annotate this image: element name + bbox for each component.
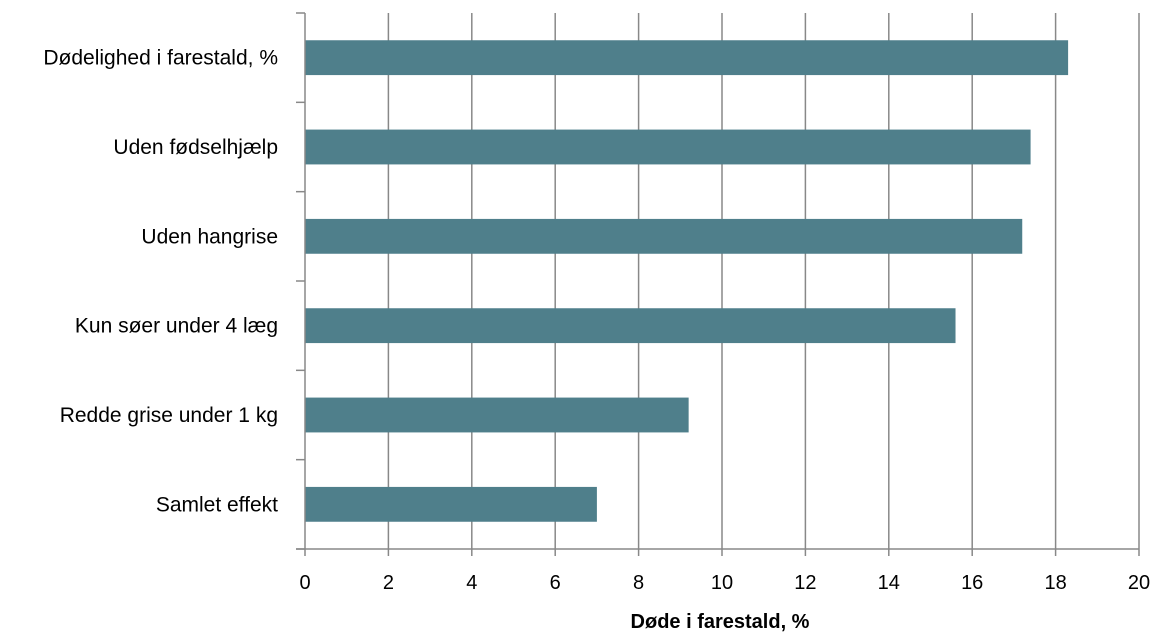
category-label: Kun søer under 4 læg bbox=[75, 315, 278, 338]
bar bbox=[305, 40, 1069, 76]
x-tick-label: 10 bbox=[711, 572, 733, 594]
bar bbox=[305, 486, 597, 522]
x-tick-label: 20 bbox=[1128, 572, 1150, 594]
gridlines bbox=[387, 13, 1140, 549]
axes bbox=[296, 12, 1140, 556]
bars bbox=[305, 40, 1069, 522]
x-tick-label: 2 bbox=[383, 572, 394, 594]
x-tick-label: 6 bbox=[550, 572, 561, 594]
labels: 0 2 4 6 8 10 12 14 16 18 20 Dødelighed i farestald,… bbox=[43, 47, 1150, 594]
x-tick-label: 4 bbox=[466, 572, 477, 594]
x-tick-label: 16 bbox=[961, 572, 983, 594]
x-tick-label: 8 bbox=[633, 572, 644, 594]
category-label: Uden hangrise bbox=[141, 225, 278, 248]
bar bbox=[305, 129, 1031, 165]
category-label: Dødelighed i farestald, % bbox=[43, 47, 278, 70]
x-tick-label: 14 bbox=[878, 572, 900, 594]
x-tick-label: 18 bbox=[1044, 572, 1066, 594]
x-axis-title: Døde i farestald, % bbox=[631, 611, 810, 633]
category-label: Samlet effekt bbox=[156, 493, 278, 516]
x-tick-label: 12 bbox=[794, 572, 816, 594]
category-label: Uden fødselhjælp bbox=[113, 136, 278, 159]
bar bbox=[305, 397, 689, 433]
bar bbox=[305, 308, 956, 344]
category-label: Redde grise under 1 kg bbox=[60, 404, 278, 427]
x-tick-label: 0 bbox=[299, 572, 310, 594]
bar bbox=[305, 218, 1023, 254]
